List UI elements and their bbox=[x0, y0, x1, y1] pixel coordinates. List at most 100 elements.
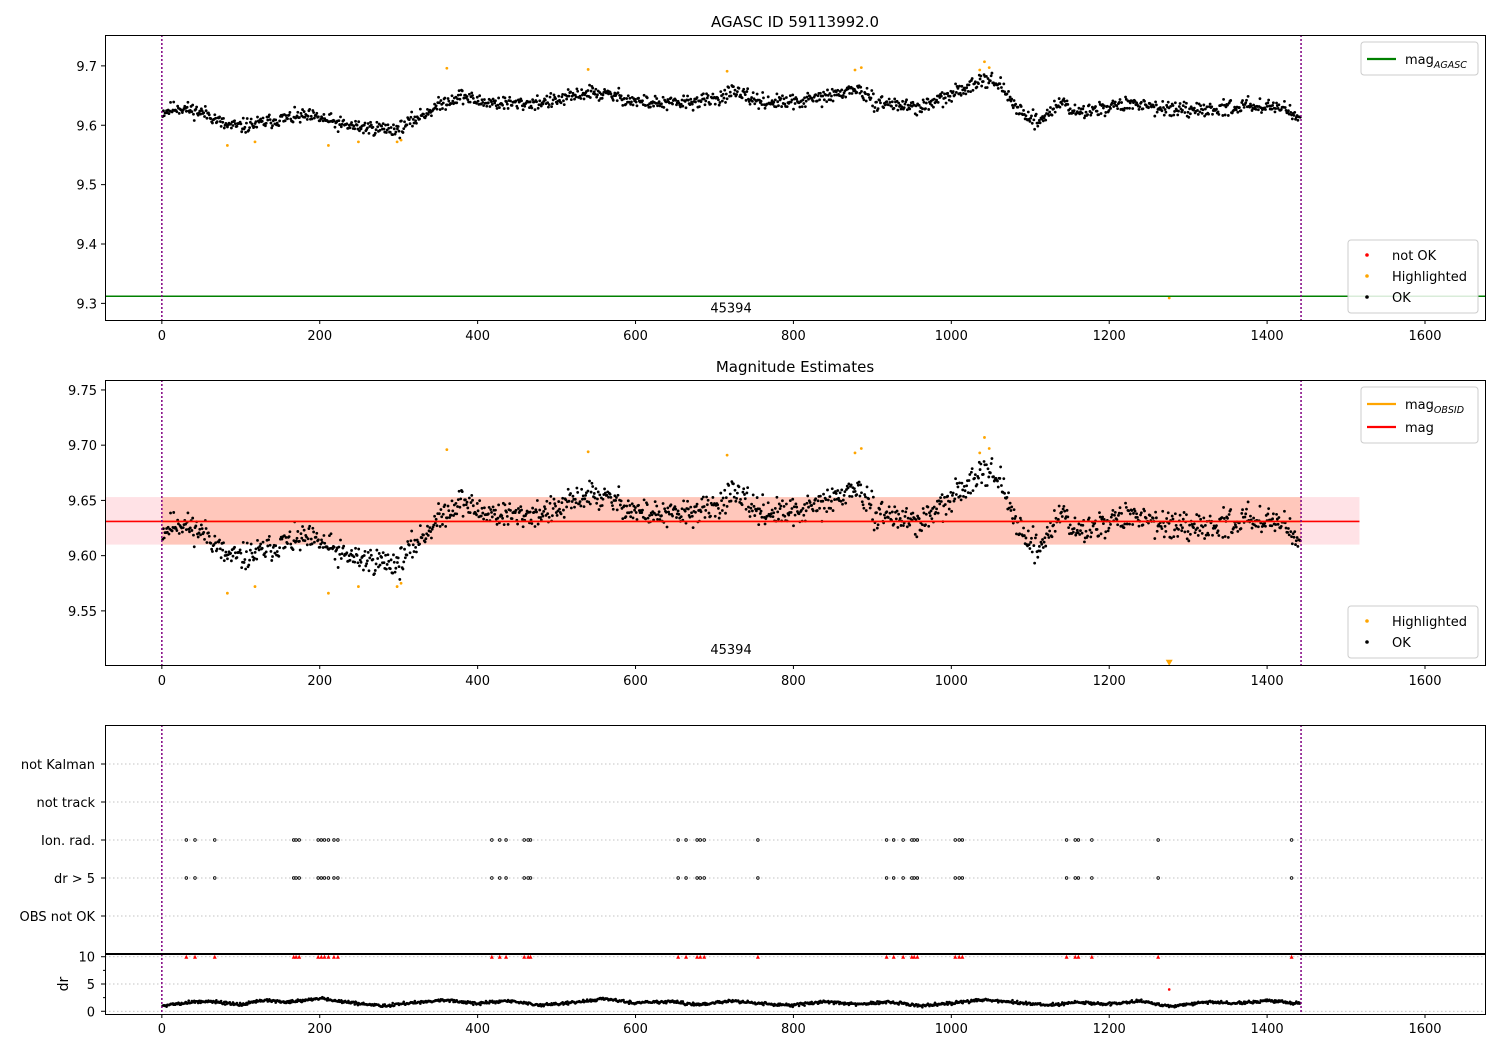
agasc-point bbox=[533, 108, 537, 111]
agasc-point bbox=[744, 98, 748, 102]
magnitude-point bbox=[562, 515, 566, 519]
magnitude-point bbox=[401, 567, 405, 571]
agasc-point bbox=[422, 112, 425, 116]
agasc-point bbox=[1047, 114, 1051, 117]
magnitude-point bbox=[197, 531, 201, 535]
agasc-point bbox=[1111, 99, 1115, 103]
magnitude-point bbox=[808, 501, 812, 504]
magnitude-point bbox=[605, 493, 609, 497]
magnitude-point bbox=[894, 517, 898, 521]
agasc-y-tick-label: 9.3 bbox=[76, 297, 97, 312]
agasc-point bbox=[1177, 109, 1180, 113]
dr-point bbox=[196, 1001, 200, 1005]
agasc-point bbox=[1223, 113, 1227, 117]
agasc-point bbox=[386, 123, 390, 127]
agasc-point bbox=[205, 116, 209, 120]
magnitude-point bbox=[593, 496, 597, 500]
magnitude-point bbox=[675, 516, 678, 519]
agasc-point bbox=[291, 120, 295, 124]
magnitude-point bbox=[368, 556, 372, 560]
magnitude-point bbox=[426, 533, 430, 537]
agasc-point bbox=[946, 91, 950, 95]
magnitude-point bbox=[878, 507, 882, 511]
agasc-point bbox=[1107, 109, 1111, 112]
magnitude-point bbox=[1200, 532, 1204, 535]
magnitude-point bbox=[619, 499, 623, 503]
magnitude-point bbox=[911, 511, 915, 515]
magnitude-point bbox=[1061, 507, 1065, 511]
agasc-point bbox=[780, 105, 784, 108]
agasc-point bbox=[562, 99, 565, 103]
magnitude-point bbox=[1292, 535, 1296, 539]
magnitude-point bbox=[487, 505, 491, 509]
magnitude-point bbox=[162, 527, 165, 531]
magnitude-point bbox=[532, 510, 536, 514]
magnitude-point bbox=[481, 511, 485, 515]
agasc-point bbox=[215, 120, 219, 124]
magnitude-point bbox=[752, 504, 756, 508]
agasc-point bbox=[471, 94, 474, 97]
magnitude-point bbox=[821, 499, 825, 503]
magnitude-point bbox=[792, 505, 796, 509]
magnitude-point bbox=[373, 569, 377, 572]
magnitude-point bbox=[348, 558, 352, 562]
magnitude-point bbox=[682, 499, 686, 503]
magnitude-point bbox=[356, 561, 360, 565]
flags-point bbox=[695, 838, 699, 842]
magnitude-point bbox=[358, 564, 361, 568]
agasc-point bbox=[1244, 101, 1248, 105]
agasc-point bbox=[574, 95, 578, 99]
magnitude-point bbox=[973, 473, 977, 477]
agasc-point bbox=[1287, 109, 1290, 113]
magnitude-point bbox=[322, 534, 326, 537]
agasc-point bbox=[559, 101, 563, 105]
magnitude-point bbox=[286, 542, 289, 546]
agasc-point bbox=[287, 113, 291, 117]
magnitude-point bbox=[782, 504, 786, 508]
magnitude-point bbox=[320, 541, 324, 544]
dr-point bbox=[803, 1004, 806, 1007]
agasc-y-tick-label: 9.4 bbox=[76, 238, 97, 253]
agasc-point bbox=[695, 96, 699, 99]
magnitude-point bbox=[495, 522, 499, 526]
agasc-point bbox=[312, 111, 316, 114]
agasc-point bbox=[1207, 112, 1210, 116]
magnitude-point bbox=[1079, 529, 1082, 533]
magnitude-point bbox=[291, 548, 295, 552]
magnitude-point bbox=[615, 508, 619, 512]
magnitude-point bbox=[494, 508, 497, 512]
magnitude-point bbox=[621, 517, 625, 521]
agasc-point bbox=[396, 125, 400, 128]
agasc-point bbox=[798, 105, 802, 109]
magnitude-point bbox=[1117, 511, 1121, 515]
magnitude-point bbox=[541, 514, 545, 518]
magnitude-point bbox=[1190, 523, 1194, 526]
magnitude-point bbox=[1154, 516, 1158, 520]
magnitude-point bbox=[729, 499, 733, 503]
magnitude-point bbox=[578, 500, 582, 504]
magnitude-point bbox=[926, 505, 930, 509]
magnitude-point bbox=[779, 504, 783, 508]
magnitude-point bbox=[938, 502, 942, 506]
magnitude-point bbox=[408, 551, 412, 555]
magnitude-point bbox=[581, 494, 585, 498]
agasc-point bbox=[446, 97, 450, 100]
agasc-point bbox=[248, 126, 251, 130]
magnitude-point bbox=[1101, 515, 1105, 519]
dr-point bbox=[297, 954, 302, 959]
magnitude-point bbox=[583, 497, 587, 501]
agasc-point bbox=[562, 103, 566, 107]
magnitude-point bbox=[199, 523, 203, 527]
agasc-point bbox=[967, 83, 971, 87]
agasc-point bbox=[366, 122, 370, 125]
magnitude-point bbox=[308, 524, 312, 528]
dr-x-tick-label: 400 bbox=[465, 1022, 490, 1037]
magnitude-point bbox=[788, 499, 792, 503]
agasc-point bbox=[465, 95, 469, 98]
magnitude-point bbox=[757, 523, 761, 527]
flags-panel-frame bbox=[105, 725, 1486, 954]
agasc-point bbox=[520, 104, 524, 108]
magnitude-point bbox=[1127, 509, 1131, 513]
agasc-point bbox=[1181, 108, 1184, 112]
agasc-point bbox=[555, 102, 559, 106]
